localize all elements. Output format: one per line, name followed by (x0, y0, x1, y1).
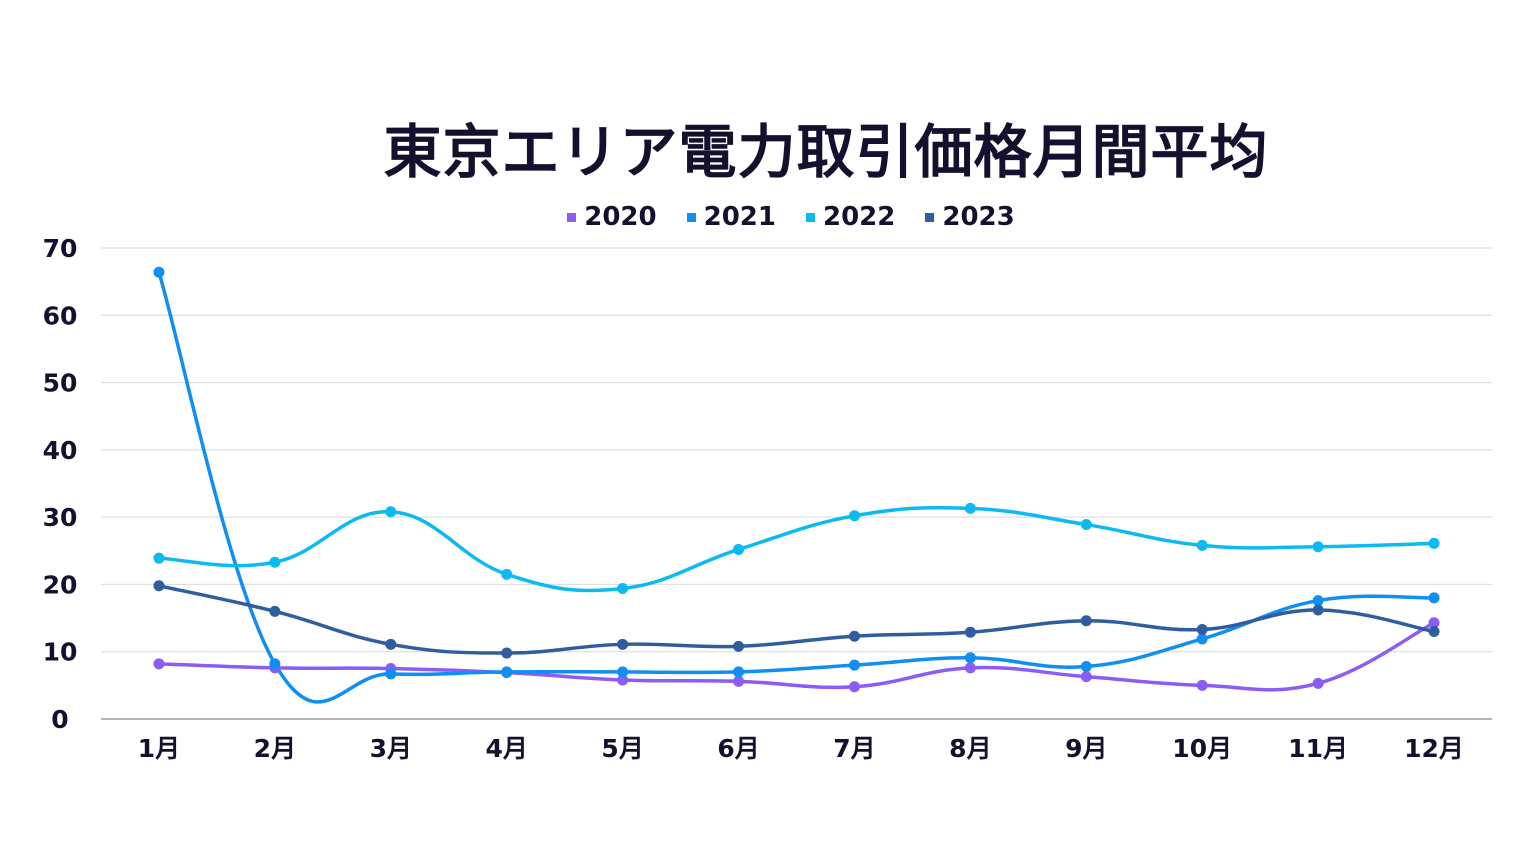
legend-label-2023: 2023 (942, 202, 1015, 232)
x-tick-label-1: 1月 (138, 734, 180, 763)
y-tick-label-70: 70 (43, 234, 78, 263)
chart-legend: 2020 2021 2022 2023 (0, 202, 1536, 232)
x-tick-label-6: 6月 (717, 734, 759, 763)
legend-label-2022: 2022 (823, 202, 896, 232)
data-point-2021-4 (501, 666, 513, 678)
data-point-2023-7 (848, 630, 860, 642)
x-tick-label-7: 7月 (833, 734, 875, 763)
y-tick-label-50: 50 (43, 369, 78, 398)
data-point-2020-5 (617, 674, 629, 686)
data-point-2022-3 (385, 506, 397, 518)
data-point-2023-5 (617, 638, 629, 650)
y-tick-label-0: 0 (51, 705, 68, 734)
data-point-2020-10 (1196, 679, 1208, 691)
legend-item-2021: 2021 (686, 202, 776, 232)
series-line-2020 (157, 621, 1436, 692)
y-tick-label-60: 60 (43, 301, 78, 330)
data-point-2021-6 (733, 666, 745, 678)
legend-swatch-2021 (686, 212, 696, 222)
data-point-2023-12 (1428, 626, 1440, 638)
data-point-2021-8 (964, 652, 976, 664)
data-point-2022-12 (1428, 537, 1440, 549)
data-point-2020-8 (964, 662, 976, 674)
data-point-2023-6 (733, 640, 745, 652)
y-tick-label-20: 20 (43, 570, 78, 599)
data-point-2023-8 (964, 626, 976, 638)
data-point-2021-2 (269, 658, 281, 670)
data-point-2021-5 (617, 666, 629, 678)
data-point-2023-9 (1080, 615, 1092, 627)
x-tick-label-11: 11月 (1288, 734, 1348, 763)
data-point-2020-9 (1080, 671, 1092, 683)
series-line-2022 (157, 505, 1436, 593)
data-point-2022-4 (501, 568, 513, 580)
data-point-2020-1 (153, 658, 165, 670)
legend-swatch-2022 (806, 212, 815, 222)
data-point-2021-10 (1196, 633, 1208, 645)
x-tick-label-9: 9月 (1065, 734, 1107, 763)
legend-item-2020: 2020 (567, 202, 657, 232)
x-tick-label-12: 12月 (1404, 734, 1464, 763)
data-point-2023-11 (1312, 604, 1324, 616)
data-point-2021-7 (848, 659, 860, 671)
data-point-2023-1 (153, 580, 165, 592)
data-point-2022-10 (1196, 539, 1208, 551)
data-point-2020-12 (1428, 617, 1440, 629)
data-point-2022-9 (1080, 519, 1092, 531)
y-tick-label-10: 10 (43, 638, 78, 667)
y-tick-label-30: 30 (43, 503, 78, 532)
x-tick-label-8: 8月 (949, 734, 991, 763)
data-point-2021-12 (1428, 592, 1440, 604)
data-point-2022-8 (964, 502, 976, 514)
data-point-2022-2 (269, 556, 281, 568)
data-point-2022-6 (733, 543, 745, 555)
legend-item-2022: 2022 (806, 202, 895, 232)
data-point-2023-10 (1196, 624, 1208, 636)
data-point-2021-1 (153, 266, 165, 278)
series-line-2021 (157, 270, 1436, 704)
data-point-2022-7 (848, 510, 860, 522)
x-tick-label-10: 10月 (1172, 734, 1232, 763)
data-point-2021-9 (1080, 661, 1092, 673)
data-point-2020-6 (733, 675, 745, 687)
data-point-2023-2 (269, 605, 281, 617)
data-point-2020-11 (1312, 677, 1324, 689)
legend-swatch-2023 (925, 212, 935, 222)
data-point-2020-7 (848, 681, 860, 693)
x-tick-label-2: 2月 (254, 734, 296, 763)
series-line-2023 (157, 584, 1436, 655)
legend-label-2021: 2021 (703, 202, 776, 232)
data-point-2023-4 (501, 647, 513, 659)
legend-item-2023: 2023 (925, 202, 1015, 232)
y-tick-label-40: 40 (43, 436, 78, 465)
legend-swatch-2020 (567, 212, 577, 222)
data-point-2022-5 (617, 582, 629, 594)
legend-label-2020: 2020 (584, 202, 657, 232)
data-point-2021-3 (385, 668, 397, 680)
x-tick-label-3: 3月 (370, 734, 412, 763)
data-point-2021-11 (1312, 595, 1324, 607)
x-tick-label-4: 4月 (486, 734, 528, 763)
data-point-2023-3 (385, 638, 397, 650)
data-point-2022-1 (153, 552, 165, 564)
chart-title: 東京エリア電力取引価格月間平均 (383, 118, 1269, 186)
x-tick-label-5: 5月 (601, 734, 643, 763)
data-point-2022-11 (1312, 541, 1324, 553)
